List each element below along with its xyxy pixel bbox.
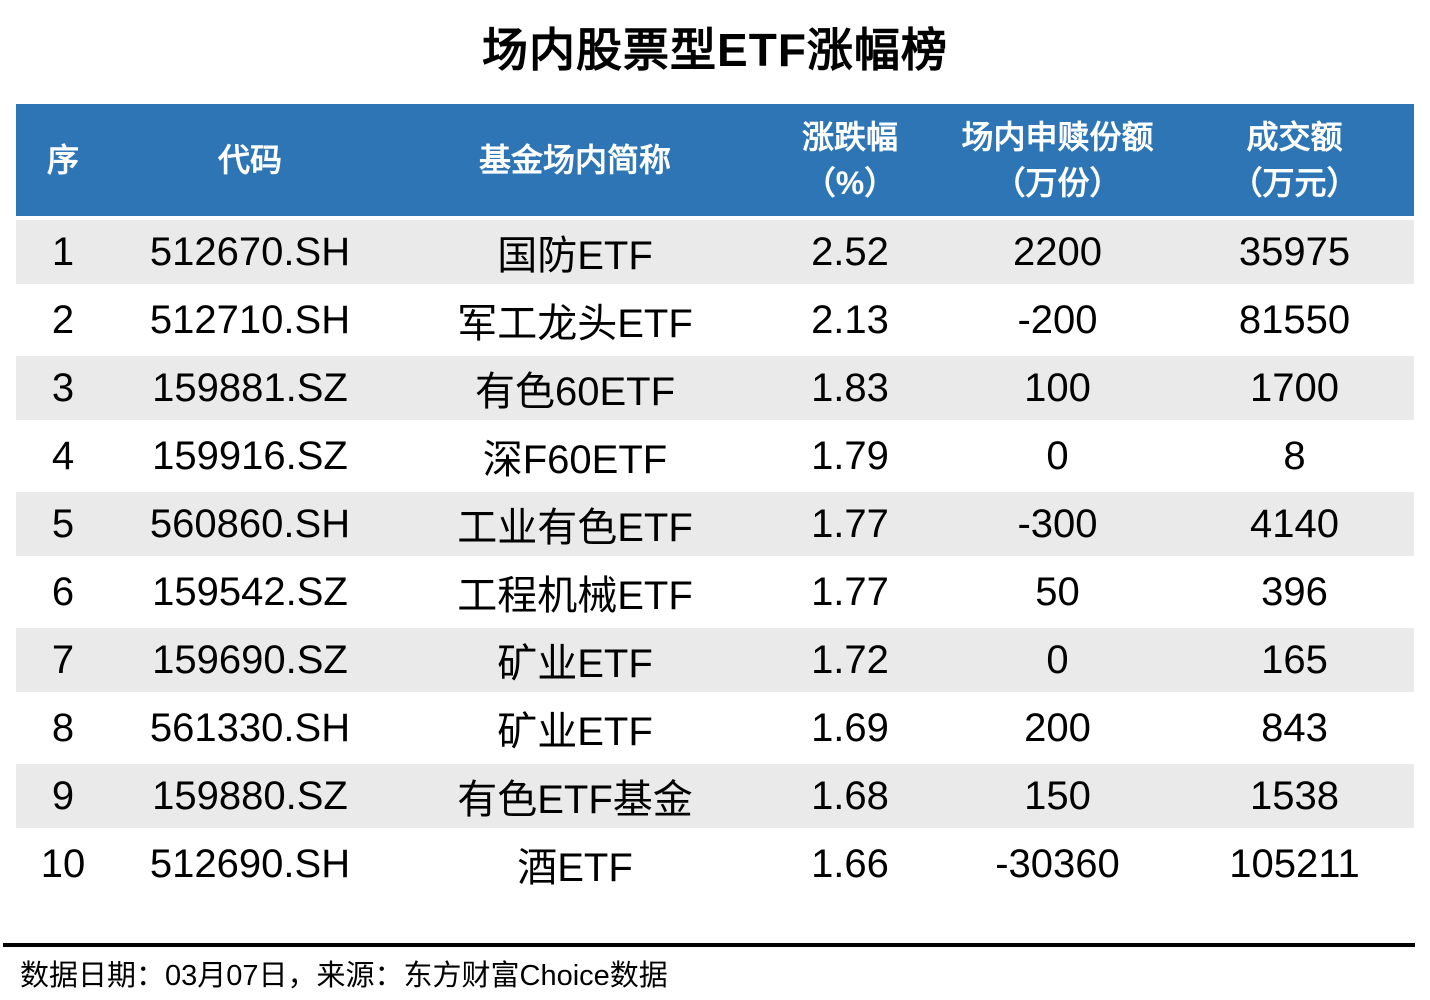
- cell-rank: 7: [16, 628, 110, 696]
- col-header-change-pct-line1: 涨跌幅: [801, 118, 898, 155]
- table-header: 序 代码 基金场内简称 涨跌幅 （%） 场内申赎份额 （万份）: [16, 104, 1414, 220]
- col-header-subscription-shares-line2: （万份）: [993, 165, 1122, 201]
- cell-subscription-shares: -30360: [940, 832, 1175, 900]
- cell-change-pct: 1.69: [760, 696, 940, 764]
- cell-code: 560860.SH: [110, 492, 390, 560]
- cell-fund-name: 工业有色ETF: [390, 492, 760, 560]
- cell-code: 512690.SH: [110, 832, 390, 900]
- cell-subscription-shares: 2200: [940, 220, 1175, 288]
- col-header-code-line1: 代码: [217, 141, 282, 178]
- etf-table: 序 代码 基金场内简称 涨跌幅 （%） 场内申赎份额 （万份）: [16, 104, 1414, 900]
- col-header-subscription-shares: 场内申赎份额 （万份）: [940, 104, 1175, 220]
- cell-turnover: 843: [1175, 696, 1414, 764]
- data-source-note: 数据日期：03月07日，来源：东方财富Choice数据: [20, 960, 668, 992]
- page-title: 场内股票型ETF涨幅榜: [482, 24, 948, 76]
- cell-turnover: 105211: [1175, 832, 1414, 900]
- table-row: 6 159542.SZ 工程机械ETF 1.77 50 396: [16, 560, 1414, 628]
- cell-rank: 3: [16, 356, 110, 424]
- cell-fund-name: 酒ETF: [390, 832, 760, 900]
- col-header-code: 代码: [110, 104, 390, 220]
- cell-turnover: 35975: [1175, 220, 1414, 288]
- table-row: 3 159881.SZ 有色60ETF 1.83 100 1700: [16, 356, 1414, 424]
- col-header-turnover: 成交额 （万元）: [1175, 104, 1414, 220]
- col-header-change-pct-line2: （%）: [803, 165, 897, 201]
- cell-change-pct: 2.52: [760, 220, 940, 288]
- cell-subscription-shares: -300: [940, 492, 1175, 560]
- cell-rank: 8: [16, 696, 110, 764]
- footer-divider: [3, 943, 1415, 947]
- table-body: 1 512670.SH 国防ETF 2.52 2200 35975 2 5127…: [16, 220, 1414, 900]
- table-row: 10 512690.SH 酒ETF 1.66 -30360 105211: [16, 832, 1414, 900]
- cell-change-pct: 1.77: [760, 560, 940, 628]
- cell-change-pct: 1.79: [760, 424, 940, 492]
- cell-code: 159542.SZ: [110, 560, 390, 628]
- cell-turnover: 81550: [1175, 288, 1414, 356]
- cell-turnover: 396: [1175, 560, 1414, 628]
- cell-subscription-shares: 0: [940, 424, 1175, 492]
- cell-rank: 4: [16, 424, 110, 492]
- cell-turnover: 8: [1175, 424, 1414, 492]
- cell-change-pct: 1.68: [760, 764, 940, 832]
- cell-code: 159916.SZ: [110, 424, 390, 492]
- col-header-turnover-line1: 成交额: [1246, 118, 1343, 155]
- cell-code: 159880.SZ: [110, 764, 390, 832]
- cell-fund-name: 矿业ETF: [390, 696, 760, 764]
- cell-subscription-shares: 0: [940, 628, 1175, 696]
- cell-rank: 10: [16, 832, 110, 900]
- cell-rank: 2: [16, 288, 110, 356]
- table-row: 1 512670.SH 国防ETF 2.52 2200 35975: [16, 220, 1414, 288]
- cell-change-pct: 1.72: [760, 628, 940, 696]
- cell-fund-name: 军工龙头ETF: [390, 288, 760, 356]
- cell-turnover: 1700: [1175, 356, 1414, 424]
- col-header-rank-line1: 序: [46, 141, 79, 178]
- cell-change-pct: 1.77: [760, 492, 940, 560]
- cell-fund-name: 有色60ETF: [390, 356, 760, 424]
- col-header-subscription-shares-line1: 场内申赎份额: [961, 118, 1154, 155]
- col-header-fund-name: 基金场内简称: [390, 104, 760, 220]
- col-header-fund-name-line1: 基金场内简称: [478, 141, 671, 178]
- cell-rank: 9: [16, 764, 110, 832]
- cell-fund-name: 有色ETF基金: [390, 764, 760, 832]
- cell-rank: 1: [16, 220, 110, 288]
- table-row: 9 159880.SZ 有色ETF基金 1.68 150 1538: [16, 764, 1414, 832]
- table-row: 8 561330.SH 矿业ETF 1.69 200 843: [16, 696, 1414, 764]
- header-row: 序 代码 基金场内简称 涨跌幅 （%） 场内申赎份额 （万份）: [16, 104, 1414, 220]
- col-header-change-pct: 涨跌幅 （%）: [760, 104, 940, 220]
- cell-subscription-shares: 150: [940, 764, 1175, 832]
- cell-rank: 5: [16, 492, 110, 560]
- cell-code: 512710.SH: [110, 288, 390, 356]
- cell-rank: 6: [16, 560, 110, 628]
- cell-fund-name: 深F60ETF: [390, 424, 760, 492]
- cell-code: 512670.SH: [110, 220, 390, 288]
- cell-change-pct: 1.83: [760, 356, 940, 424]
- cell-fund-name: 矿业ETF: [390, 628, 760, 696]
- col-header-turnover-line2: （万元）: [1230, 165, 1359, 201]
- cell-code: 159881.SZ: [110, 356, 390, 424]
- cell-change-pct: 1.66: [760, 832, 940, 900]
- cell-code: 561330.SH: [110, 696, 390, 764]
- cell-fund-name: 工程机械ETF: [390, 560, 760, 628]
- col-header-rank: 序: [16, 104, 110, 220]
- table-row: 5 560860.SH 工业有色ETF 1.77 -300 4140: [16, 492, 1414, 560]
- cell-subscription-shares: 50: [940, 560, 1175, 628]
- cell-fund-name: 国防ETF: [390, 220, 760, 288]
- cell-subscription-shares: 100: [940, 356, 1175, 424]
- cell-turnover: 165: [1175, 628, 1414, 696]
- cell-subscription-shares: 200: [940, 696, 1175, 764]
- cell-turnover: 4140: [1175, 492, 1414, 560]
- table-row: 7 159690.SZ 矿业ETF 1.72 0 165: [16, 628, 1414, 696]
- cell-change-pct: 2.13: [760, 288, 940, 356]
- cell-subscription-shares: -200: [940, 288, 1175, 356]
- cell-code: 159690.SZ: [110, 628, 390, 696]
- cell-turnover: 1538: [1175, 764, 1414, 832]
- table-row: 2 512710.SH 军工龙头ETF 2.13 -200 81550: [16, 288, 1414, 356]
- table-row: 4 159916.SZ 深F60ETF 1.79 0 8: [16, 424, 1414, 492]
